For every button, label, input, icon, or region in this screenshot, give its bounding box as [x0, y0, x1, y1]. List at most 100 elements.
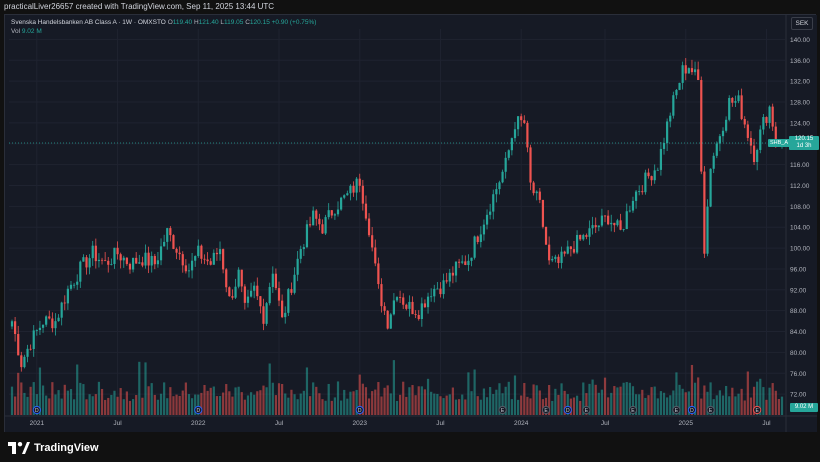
- candle-body: [644, 172, 647, 193]
- volume-bar: [321, 399, 324, 415]
- candle-body: [41, 324, 45, 328]
- volume-bar: [352, 391, 355, 415]
- price-tick-label: 124.00: [790, 120, 810, 127]
- event-marker: [498, 405, 507, 415]
- volume-bar: [703, 385, 706, 415]
- candle-body: [448, 272, 451, 282]
- candle-body: [548, 244, 551, 261]
- candlestick-chart[interactable]: 140.00136.00132.00128.00124.00120.00116.…: [5, 15, 817, 433]
- volume-bar: [399, 394, 402, 415]
- volume-tag: 9.02 M: [790, 403, 818, 412]
- volume-bar: [169, 387, 172, 415]
- tradingview-logo[interactable]: TradingView: [8, 441, 99, 455]
- candle-body: [774, 126, 777, 142]
- event-marker-label: E: [544, 408, 548, 414]
- volume-bar: [756, 381, 759, 415]
- volume-bar: [411, 385, 414, 415]
- volume-bar: [355, 389, 358, 415]
- chart-frame[interactable]: 140.00136.00132.00128.00124.00120.00116.…: [4, 14, 819, 433]
- candle-body: [48, 316, 51, 319]
- volume-bar: [588, 383, 591, 415]
- event-marker: [706, 405, 715, 415]
- candle-body: [759, 129, 762, 150]
- volume-bar: [687, 391, 690, 415]
- candle-body: [457, 261, 461, 263]
- volume-bar: [138, 361, 141, 415]
- volume-bar: [752, 386, 756, 415]
- volume-bar: [395, 400, 399, 415]
- candle-body: [358, 178, 361, 186]
- candle-body: [607, 215, 610, 225]
- volume-bar: [26, 396, 29, 415]
- volume-bar: [371, 391, 374, 415]
- volume-bar: [135, 395, 138, 415]
- candle-body: [274, 273, 278, 289]
- candle-body: [225, 269, 228, 288]
- volume-bar: [364, 387, 368, 415]
- volume-bar: [607, 397, 610, 415]
- candle-body: [63, 302, 66, 304]
- price-tick-label: 96.00: [790, 266, 807, 273]
- candle-body: [116, 247, 119, 255]
- candle-body: [628, 210, 631, 212]
- candle-body: [259, 296, 262, 307]
- volume-bar: [628, 382, 631, 415]
- candle-body: [184, 265, 187, 272]
- volume-bar: [774, 390, 777, 415]
- volume-bar: [740, 388, 743, 415]
- candle-body: [166, 228, 169, 242]
- symbol-title: Svenska Handelsbanken AB Class A · 1W · …: [11, 19, 166, 26]
- volume-bar: [634, 394, 638, 415]
- candle-body: [178, 252, 181, 255]
- candle-body: [585, 235, 588, 237]
- candle-body: [557, 256, 560, 263]
- volume-bar: [566, 394, 569, 415]
- candle-body: [656, 169, 659, 171]
- candle-body: [315, 210, 318, 219]
- volume-bar: [274, 395, 278, 415]
- volume-bar: [243, 399, 246, 415]
- candle-body: [659, 148, 663, 170]
- candle-body: [426, 296, 430, 308]
- volume-bar: [669, 395, 672, 415]
- candle-body: [159, 246, 163, 261]
- candle-body: [88, 258, 91, 268]
- volume-bar: [377, 382, 380, 415]
- candle-body: [389, 314, 392, 329]
- currency-button[interactable]: SEK: [791, 17, 813, 30]
- candle-body: [296, 258, 299, 275]
- candle-body: [104, 260, 107, 262]
- candle-body: [725, 119, 728, 131]
- candle-body: [516, 116, 520, 130]
- volume-bar: [541, 399, 545, 415]
- volume-bar: [259, 390, 262, 415]
- volume-bar: [470, 391, 473, 415]
- volume-bar: [647, 395, 650, 415]
- volume-bar: [439, 396, 442, 415]
- candle-body: [20, 355, 23, 368]
- tradingview-logo-icon: [8, 442, 30, 454]
- volume-bar: [725, 385, 728, 415]
- volume-bar: [706, 391, 709, 415]
- volume-bar: [23, 392, 26, 415]
- volume-bar: [249, 392, 253, 415]
- candle-body: [190, 260, 194, 271]
- volume-bar: [489, 387, 492, 415]
- volume-bar: [166, 398, 169, 415]
- candle-body: [569, 246, 572, 250]
- candle-body: [321, 224, 324, 234]
- candle-body: [218, 249, 222, 255]
- volume-bar: [72, 399, 76, 415]
- volume-bar: [563, 390, 566, 415]
- candle-body: [265, 303, 268, 324]
- price-tick-label: 136.00: [790, 58, 810, 65]
- candle-body: [662, 143, 666, 149]
- candle-body: [575, 234, 579, 253]
- candle-body: [200, 245, 203, 259]
- candle-body: [312, 210, 315, 226]
- close-value: 120.15: [249, 19, 270, 26]
- volume-bar: [513, 375, 517, 415]
- price-tick-label: 112.00: [790, 183, 810, 190]
- plot-background: [5, 15, 817, 433]
- volume-bar: [715, 395, 718, 415]
